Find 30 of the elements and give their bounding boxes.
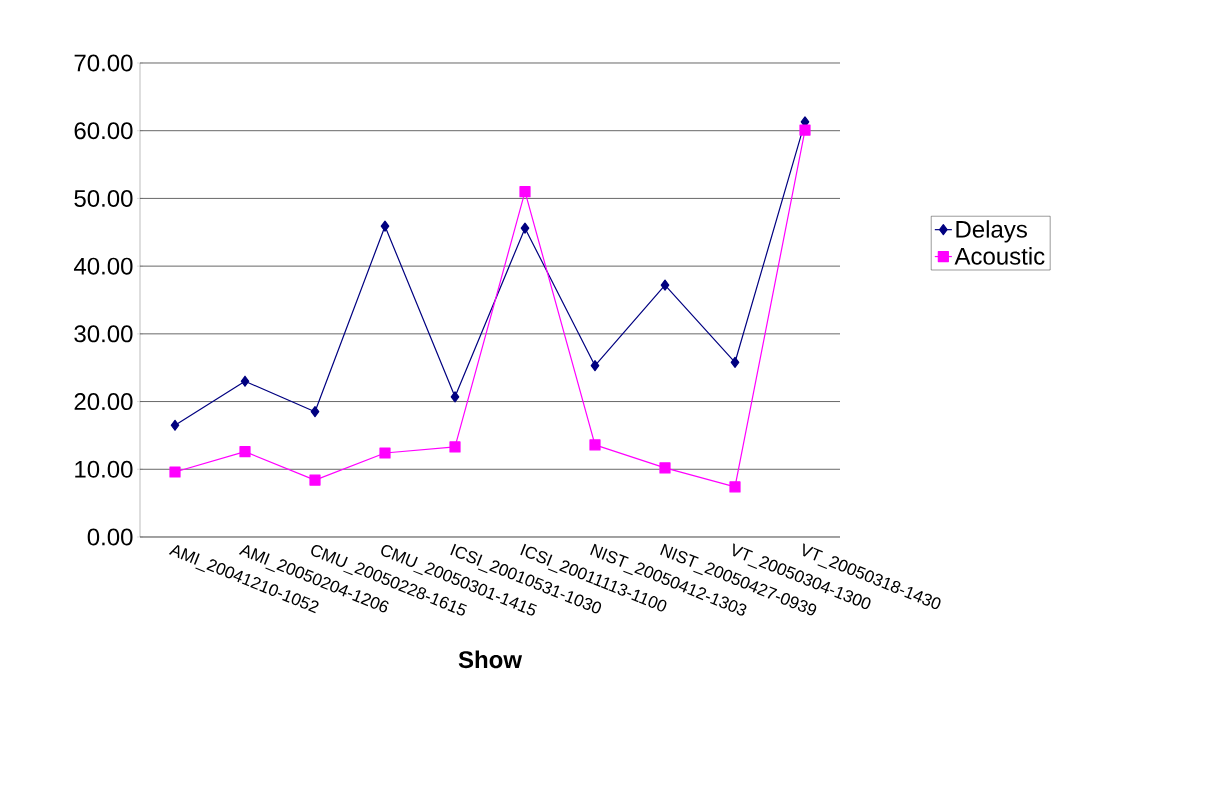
point [380, 220, 390, 232]
y-tick-label: 60.00 [74, 122, 133, 140]
point [450, 391, 460, 403]
y-tick-label: 70.00 [74, 54, 133, 72]
point [240, 375, 250, 387]
point [590, 360, 600, 372]
y-tick-label: 20.00 [74, 393, 133, 411]
point [310, 406, 320, 418]
point [660, 279, 670, 291]
x-axis-title: Show [458, 650, 523, 669]
point [659, 462, 671, 474]
point [170, 419, 180, 431]
y-tick-label: 0.00 [87, 528, 133, 546]
y-tick-label: 40.00 [73, 257, 133, 275]
y-tick-label: 30.00 [74, 325, 133, 343]
point [519, 186, 531, 198]
point [449, 441, 461, 453]
legend-label: Delays [956, 220, 1027, 243]
point [239, 446, 251, 458]
point [730, 356, 740, 368]
point [520, 222, 530, 234]
point [729, 481, 741, 493]
point [309, 474, 321, 486]
point [589, 439, 601, 451]
y-tick-label: 10.00 [75, 460, 133, 478]
point [799, 124, 811, 136]
y-tick-label: 50.00 [74, 189, 133, 207]
legend-label: Acoustic [954, 247, 1045, 265]
point [379, 447, 391, 459]
point [169, 466, 181, 478]
